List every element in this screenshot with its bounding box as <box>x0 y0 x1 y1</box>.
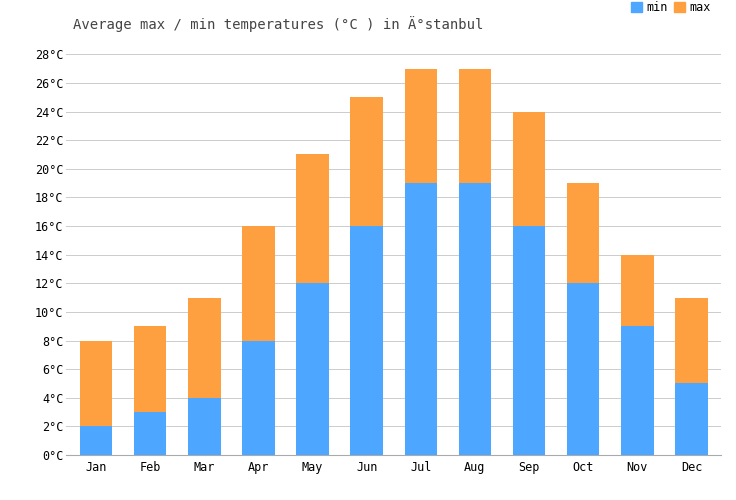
Text: Average max / min temperatures (°C ) in Ä°stanbul: Average max / min temperatures (°C ) in … <box>73 16 483 32</box>
Bar <box>567 183 600 455</box>
Bar <box>459 68 491 455</box>
Bar <box>242 340 275 455</box>
Bar <box>134 326 166 455</box>
Bar <box>79 426 113 455</box>
Bar <box>459 183 491 455</box>
Bar <box>567 284 600 455</box>
Bar <box>675 298 708 455</box>
Bar <box>405 68 437 455</box>
Bar <box>350 226 383 455</box>
Bar <box>513 226 545 455</box>
Bar <box>79 340 113 455</box>
Legend: min, max: min, max <box>626 0 715 18</box>
Bar <box>297 284 329 455</box>
Bar <box>675 384 708 455</box>
Bar <box>188 298 221 455</box>
Bar <box>188 398 221 455</box>
Bar <box>242 226 275 455</box>
Bar <box>621 254 654 455</box>
Bar <box>134 412 166 455</box>
Bar <box>297 154 329 455</box>
Bar <box>405 183 437 455</box>
Bar <box>621 326 654 455</box>
Bar <box>350 97 383 455</box>
Bar <box>513 112 545 455</box>
